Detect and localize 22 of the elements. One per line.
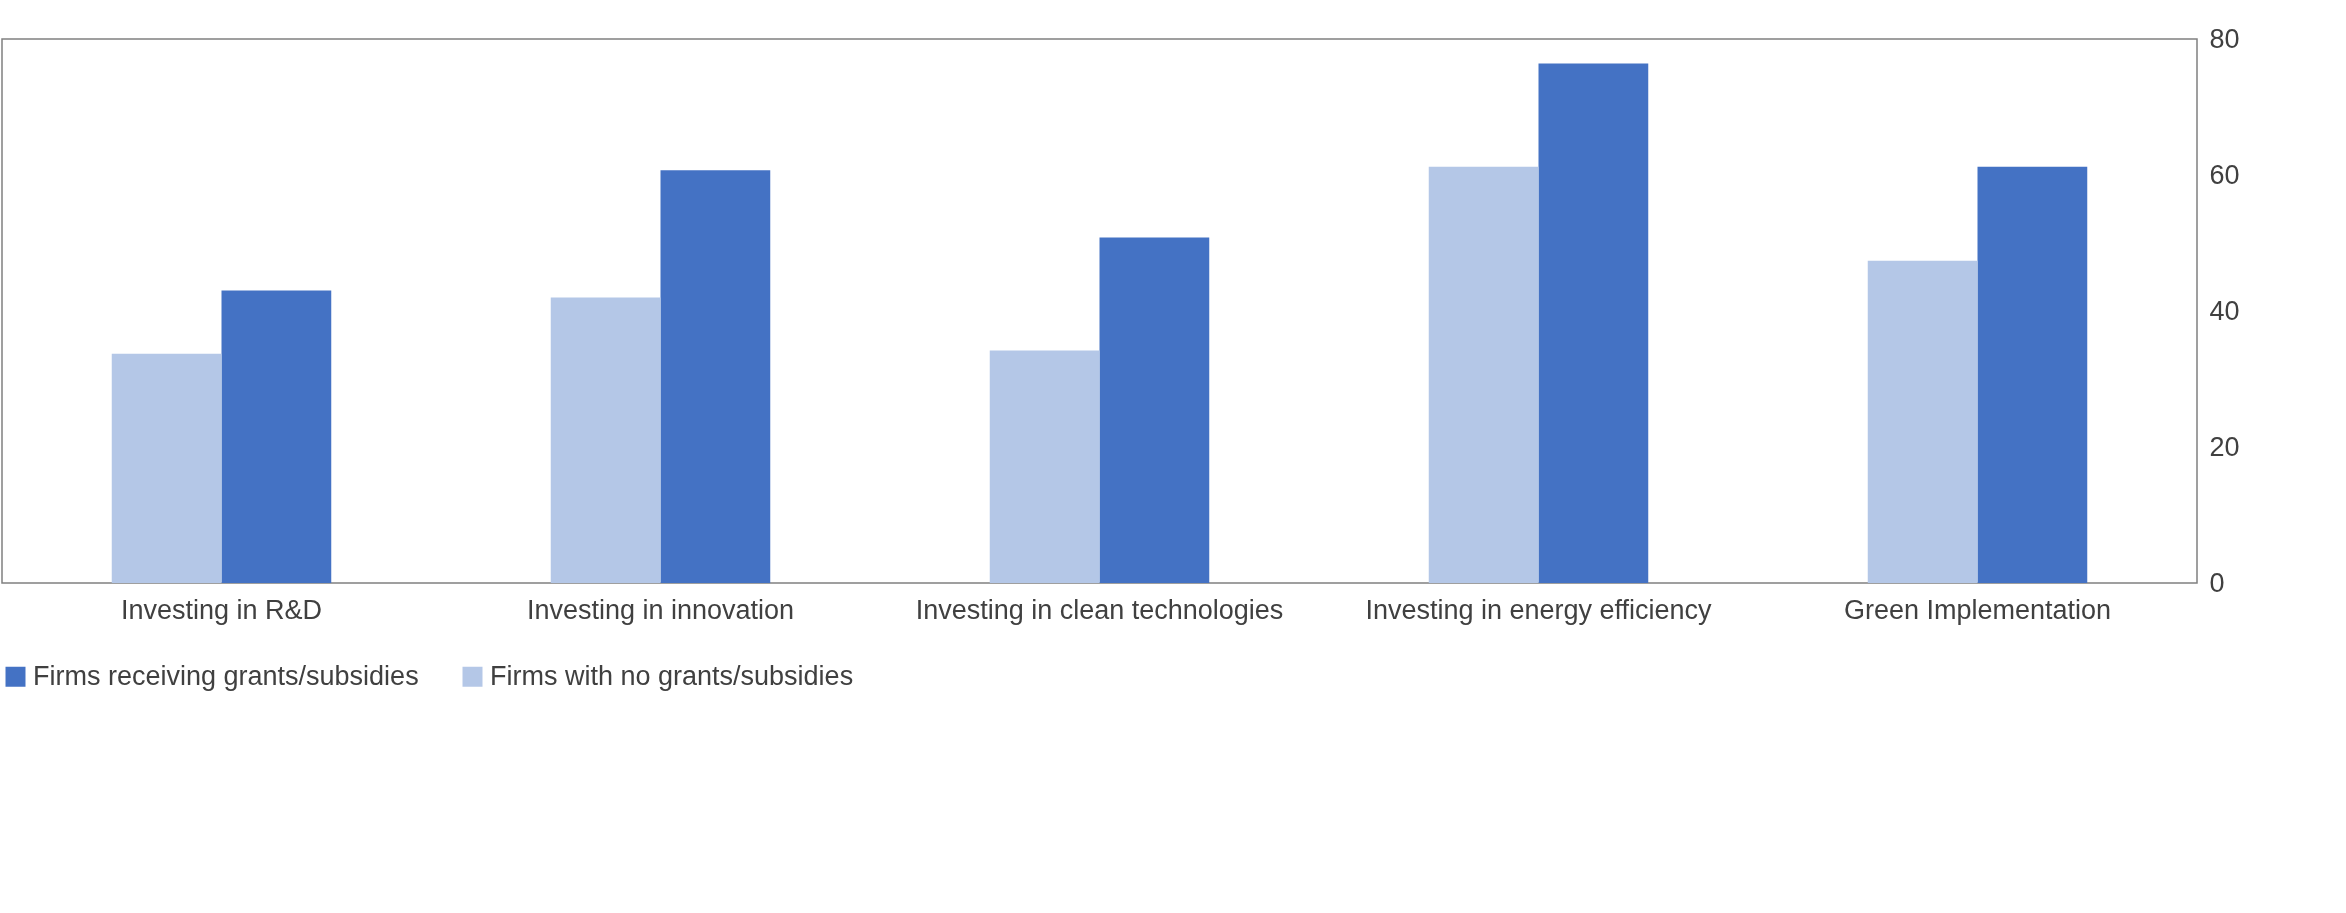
x-tick-label: Investing in R&D: [120, 594, 323, 625]
bar: [221, 290, 332, 583]
bar: [660, 170, 771, 583]
y-tick-label: 0: [2209, 567, 2225, 598]
y-tick-label: 40: [2209, 295, 2240, 326]
bar: [550, 297, 661, 583]
bar: [989, 350, 1100, 583]
bar: [1977, 166, 2088, 583]
legend-label: Firms receiving grants/subsidies: [33, 660, 419, 691]
legend-label: Firms with no grants/subsidies: [490, 660, 854, 691]
y-tick-label: 60: [2209, 159, 2240, 190]
x-tick-label: Green Implementation: [1843, 594, 2112, 625]
bar: [1538, 63, 1649, 583]
bar: [111, 353, 222, 583]
bar: [1099, 237, 1210, 583]
x-tick-label: Investing in innovation: [526, 594, 795, 625]
x-tick-label: Investing in energy efficiency: [1365, 594, 1713, 625]
bar: [1867, 260, 1978, 583]
bar: [1428, 166, 1539, 583]
y-tick-label: 80: [2209, 23, 2240, 54]
x-tick-label: Investing in clean technologies: [915, 594, 1284, 625]
y-tick-label: 20: [2209, 431, 2240, 462]
